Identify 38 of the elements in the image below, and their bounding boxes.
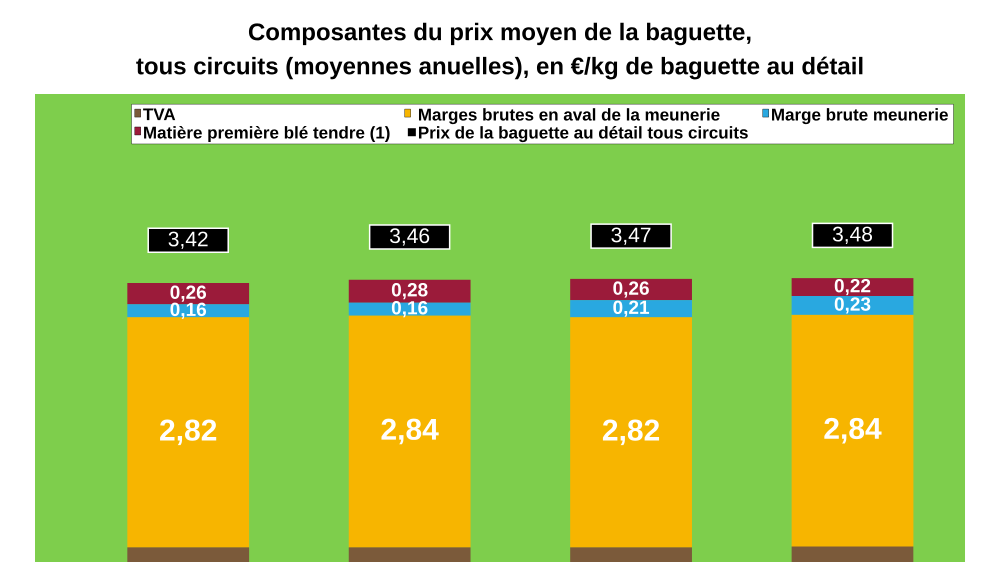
total-label: 3,46 <box>390 228 430 246</box>
data-label: 2,84 <box>824 418 882 444</box>
bar <box>570 547 692 562</box>
total-label: 3,47 <box>611 227 650 245</box>
total-label: 3,42 <box>168 232 208 249</box>
legend-label: Marges brutes en aval de la meunerie <box>418 108 720 124</box>
annotation: Prix de la baguette au détail tous circuits <box>418 126 748 142</box>
data-label: 0,16 <box>392 301 428 318</box>
data-label: 0,26 <box>170 286 206 302</box>
data-label: 0,21 <box>613 300 650 317</box>
data-label: 0,28 <box>392 283 428 300</box>
bar <box>348 547 471 562</box>
bar <box>127 304 250 318</box>
data-label: 0,26 <box>613 281 649 298</box>
chart-title: Composantes du prix moyen de la baguette, <box>248 22 750 46</box>
data-label: 0,16 <box>170 302 206 319</box>
total-label: 3,48 <box>832 226 872 244</box>
bar <box>570 300 692 318</box>
bar <box>348 280 471 303</box>
bar <box>348 316 471 548</box>
data-label: 0,22 <box>834 278 870 296</box>
data-label: 2,82 <box>602 419 660 446</box>
legend-label: Marge brute meunerie <box>772 108 948 124</box>
legend-label: TVA <box>143 108 176 120</box>
data-label: 2,82 <box>160 419 216 446</box>
data-label: 2,84 <box>381 418 439 444</box>
bar <box>792 546 914 562</box>
bar <box>127 283 250 304</box>
bar <box>792 314 914 546</box>
chart-subtitle: tous circuits (moyennes anuelles), en €/kg de baguette au détail <box>136 56 862 80</box>
data-label: 0,23 <box>834 297 870 314</box>
legend-label: Matière première blé tendre (1) <box>144 126 390 142</box>
bar <box>127 547 250 562</box>
bar <box>792 278 914 296</box>
bar <box>570 278 692 300</box>
bar <box>127 317 250 548</box>
bar <box>792 296 914 315</box>
bar <box>570 317 692 548</box>
